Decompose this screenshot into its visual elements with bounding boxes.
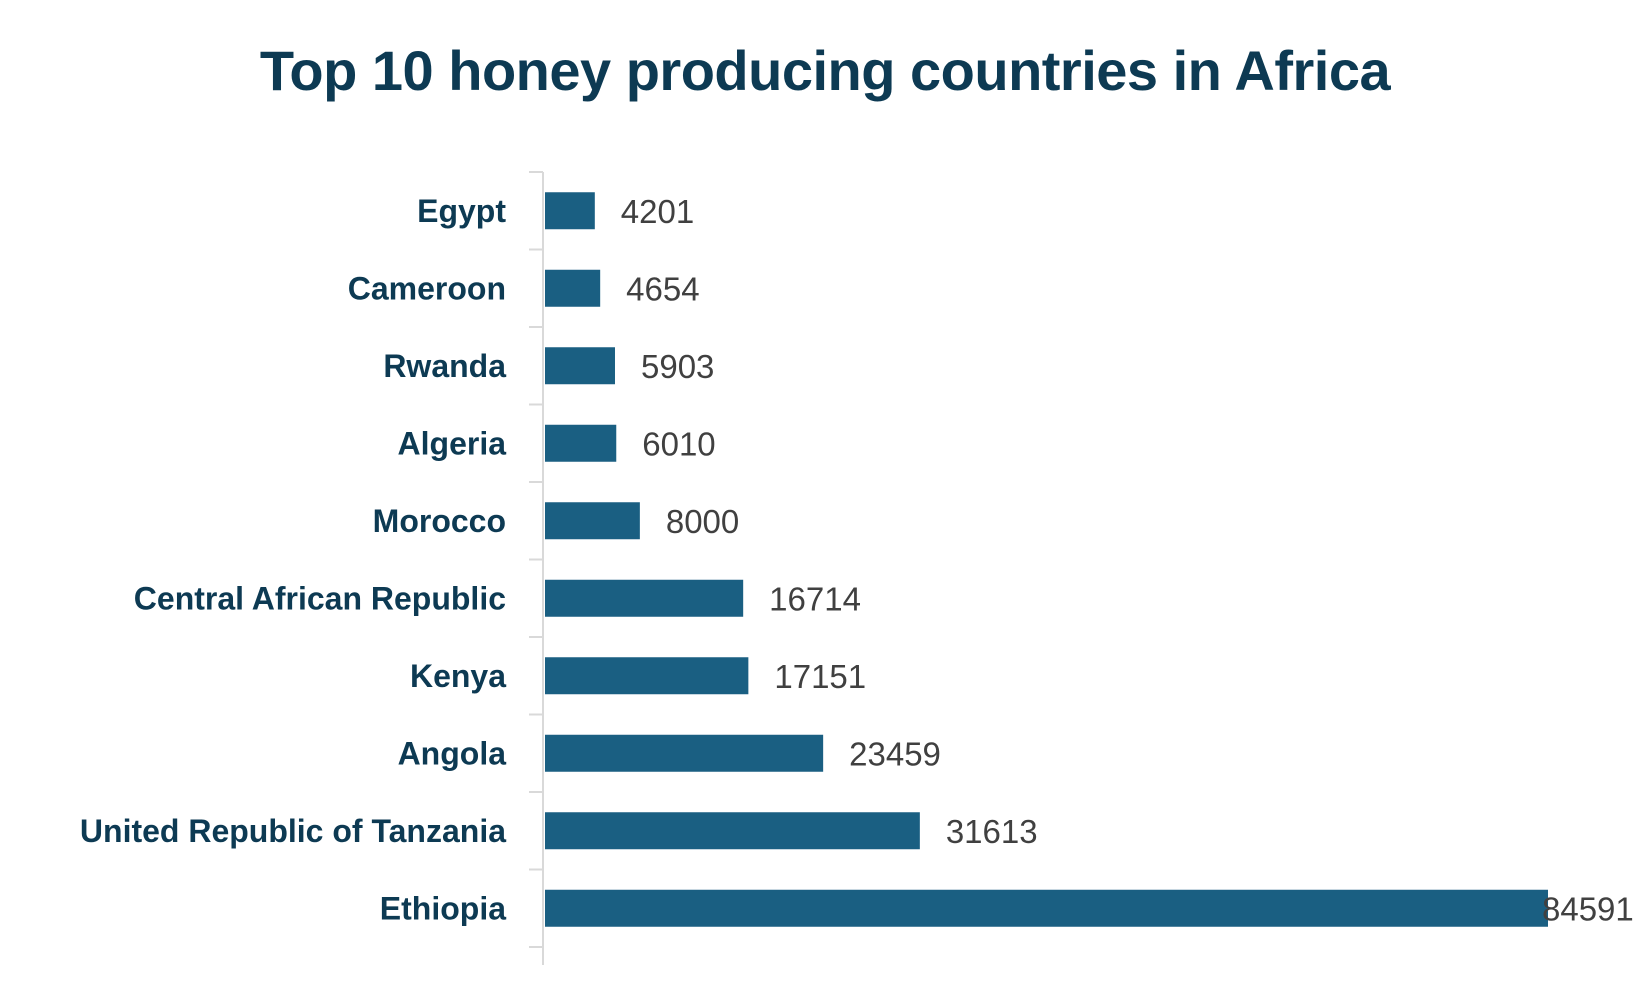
- data-label: 8000: [666, 503, 739, 540]
- bar-egypt: [545, 192, 595, 230]
- data-label: 16714: [769, 580, 861, 617]
- category-label: Ethiopia: [380, 890, 506, 926]
- category-label: Morocco: [373, 503, 506, 539]
- category-label: Angola: [398, 735, 507, 771]
- category-label: Cameroon: [348, 270, 506, 306]
- category-label: Central African Republic: [134, 580, 506, 616]
- category-label: Egypt: [417, 193, 506, 229]
- bar-united-republic-of-tanzania: [545, 812, 920, 850]
- value-labels: 4201 4654 5903 6010 8000 16714 17151 23459 31613…: [621, 193, 1634, 928]
- bar-angola: [545, 734, 824, 772]
- bar-ethiopia: [545, 889, 1548, 927]
- data-label: 5903: [641, 348, 714, 385]
- category-label: United Republic of Tanzania: [80, 813, 506, 849]
- data-label: 4654: [626, 270, 699, 307]
- category-label: Algeria: [398, 425, 507, 461]
- data-label: 23459: [849, 735, 941, 772]
- data-label: 84591: [1542, 890, 1634, 927]
- category-label: Kenya: [410, 658, 506, 694]
- category-labels: Egypt Cameroon Rwanda Algeria Morocco Central…: [80, 193, 506, 927]
- bar-rwanda: [545, 347, 615, 385]
- bars: [545, 192, 1548, 927]
- bar-morocco: [545, 502, 640, 540]
- bar-kenya: [545, 657, 749, 695]
- bar-central-african-republic: [545, 579, 744, 617]
- data-label: 4201: [621, 193, 694, 230]
- chart-title: Top 10 honey producing countries in Afri…: [259, 39, 1391, 102]
- data-label: 6010: [642, 425, 715, 462]
- category-label: Rwanda: [383, 348, 506, 384]
- data-label: 17151: [774, 658, 866, 695]
- bar-algeria: [545, 424, 617, 462]
- y-axis: [529, 171, 544, 965]
- bar-cameroon: [545, 269, 601, 307]
- data-label: 31613: [946, 813, 1038, 850]
